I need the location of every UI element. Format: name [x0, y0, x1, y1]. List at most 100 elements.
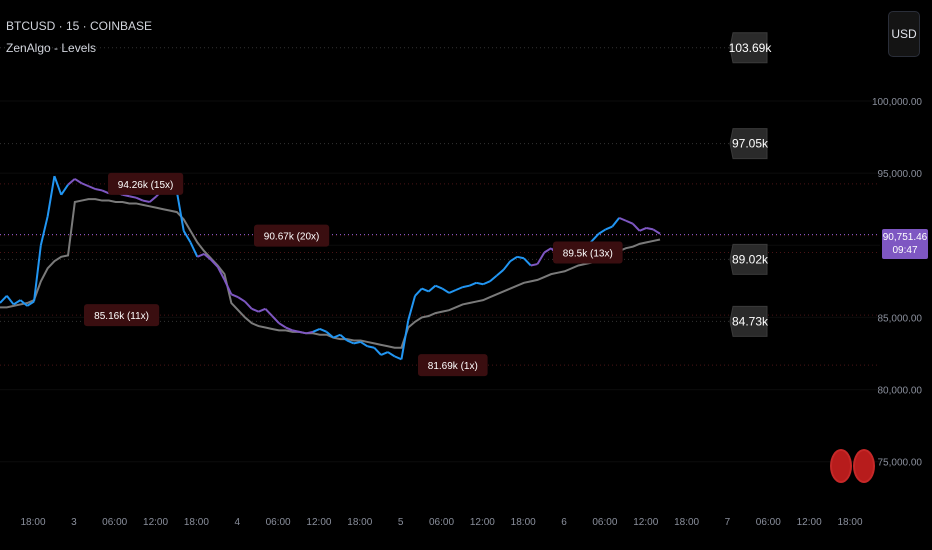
y-tick-label: 75,000.00: [878, 458, 923, 469]
price-series: [0, 175, 661, 361]
price-segment: [325, 331, 335, 339]
price-segment: [632, 222, 641, 232]
price-segment: [407, 295, 417, 321]
price-segment: [502, 260, 512, 271]
price-segment: [251, 307, 259, 313]
price-segment: [394, 355, 402, 361]
level-tag: [108, 172, 184, 195]
price-segment: [489, 274, 498, 283]
time-axis[interactable]: 18:00 3 06:00 12:00 18:00 4 06:00 12:00 18:00 5 06…: [20, 517, 862, 528]
indicator-name[interactable]: ZenAlgo - Levels: [6, 41, 97, 55]
price-segment: [60, 184, 69, 196]
resistance-tag-label: 89.02k: [732, 252, 769, 266]
current-price-value: 90,751.46: [882, 232, 928, 243]
price-segment: [353, 340, 361, 345]
price-segment: [414, 287, 423, 297]
level-tag-label: 85.16k (11x): [94, 311, 149, 322]
level-tag: [254, 224, 330, 247]
price-segment: [333, 333, 341, 339]
price-segment: [46, 175, 56, 217]
price-segment: [305, 330, 314, 335]
price-segment: [360, 341, 368, 348]
y-tick-label: 95,000.00: [878, 169, 923, 180]
price-segment: [536, 251, 546, 265]
price-segment: [428, 284, 437, 293]
price-segment: [618, 216, 627, 222]
x-tick-label: 06:00: [756, 517, 781, 528]
price-segment: [95, 188, 103, 192]
price-segment: [319, 328, 327, 333]
price-segment: [611, 217, 620, 228]
x-tick-label: 18:00: [347, 517, 372, 528]
x-tick-label: 06:00: [592, 517, 617, 528]
level-tag-label: 81.69k (1x): [428, 361, 478, 372]
price-segment: [223, 279, 233, 295]
price-segment: [285, 326, 293, 332]
price-segment: [652, 228, 661, 235]
price-segment: [244, 300, 253, 310]
price-segment: [346, 339, 355, 345]
price-segment: [203, 253, 212, 261]
price-segment: [380, 351, 389, 356]
price-segment: [312, 328, 321, 333]
resistance-tag: [729, 128, 768, 160]
currency-button[interactable]: USD: [888, 11, 920, 57]
x-tick-label: 18:00: [674, 517, 699, 528]
x-tick-label: 5: [398, 517, 404, 528]
price-segment: [598, 228, 607, 235]
resistance-tag-label: 97.05k: [732, 137, 769, 151]
price-segment: [196, 253, 205, 258]
price-segment: [387, 351, 396, 358]
price-segment: [88, 185, 96, 190]
price-segment: [625, 219, 634, 225]
price-segment: [129, 195, 137, 199]
price-segment: [6, 295, 15, 306]
price-segment: [230, 293, 239, 299]
level-tag-label: 89.5k (13x): [563, 249, 613, 260]
price-segment: [101, 189, 110, 195]
price-segment: [441, 287, 450, 294]
y-tick-label: 80,000.00: [878, 386, 923, 397]
price-segment: [509, 255, 518, 263]
price-segment: [530, 263, 538, 267]
symbol-title[interactable]: BTCUSD · 15 · COINBASE: [6, 19, 153, 33]
price-segment: [516, 255, 525, 260]
x-tick-label: 12:00: [306, 517, 331, 528]
resistance-tag-label: 103.69k: [729, 41, 773, 55]
resistance-tag: [729, 305, 768, 337]
price-segment: [67, 178, 76, 186]
price-segment: [210, 259, 219, 268]
y-tick-label: 85,000.00: [878, 313, 923, 324]
price-segment: [462, 284, 470, 289]
y-tick-label: 100,000.00: [872, 97, 922, 108]
price-segment: [496, 269, 505, 277]
price-segment: [39, 216, 49, 246]
price-segment: [81, 182, 89, 188]
level-tag: [418, 354, 488, 377]
x-tick-label: 06:00: [102, 517, 127, 528]
price-segment: [74, 178, 83, 185]
price-segment: [237, 296, 246, 303]
price-segment: [367, 345, 375, 349]
price-segment: [264, 308, 273, 317]
x-tick-label: 3: [71, 517, 77, 528]
price-segment: [149, 195, 158, 203]
resistance-tag: [729, 32, 768, 64]
price-segment: [278, 322, 287, 329]
price-segment: [605, 225, 613, 231]
price-segment: [523, 257, 532, 267]
x-tick-label: 12:00: [470, 517, 495, 528]
average-line: [0, 198, 661, 349]
price-segment: [26, 300, 35, 307]
price-segment: [639, 227, 647, 232]
price-segment: [292, 329, 300, 333]
price-segment: [271, 315, 280, 324]
price-axis[interactable]: 100,000.00 95,000.00 85,000.00 80,000.00 75,…: [872, 97, 922, 469]
us-flag-event-icon[interactable]: [853, 449, 875, 483]
x-tick-label: 18:00: [511, 517, 536, 528]
price-segment: [13, 299, 21, 306]
x-tick-label: 18:00: [20, 517, 45, 528]
level-tag: [84, 304, 160, 327]
us-flag-event-icon[interactable]: [830, 449, 852, 483]
